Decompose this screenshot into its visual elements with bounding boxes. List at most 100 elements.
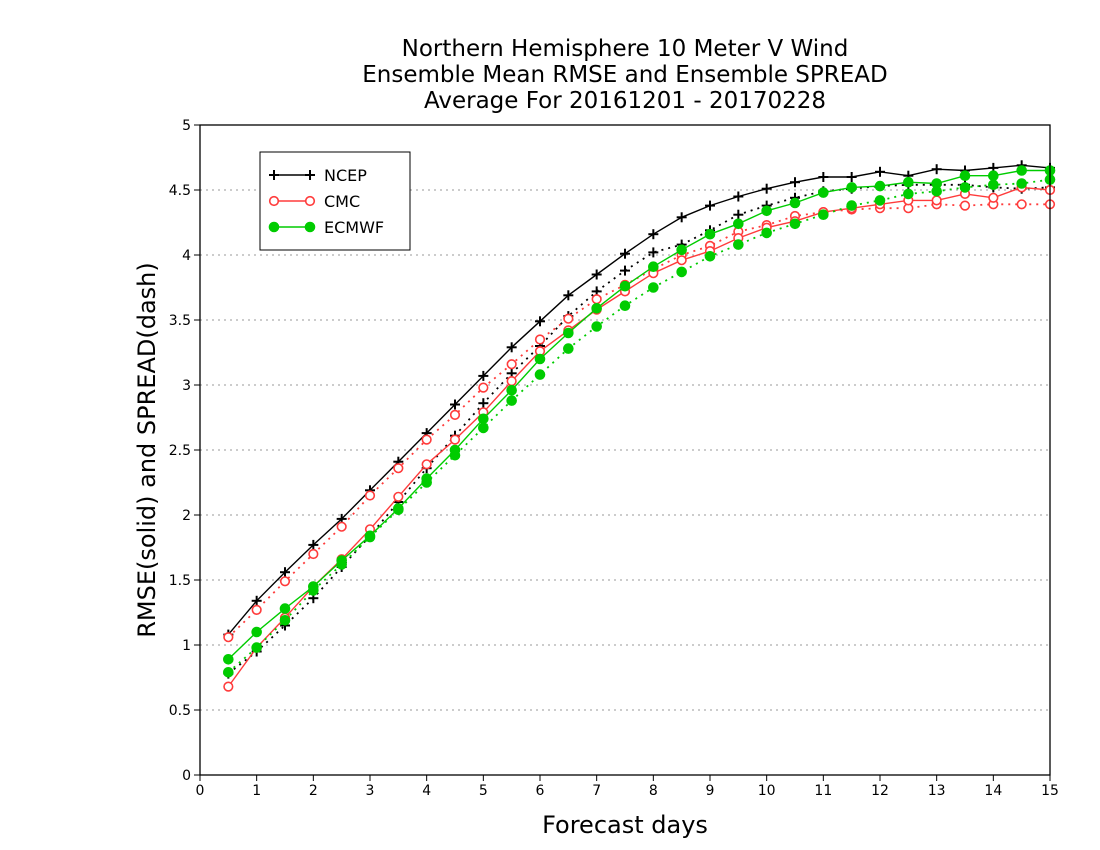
ecmwf-rmse-point-21 bbox=[818, 187, 829, 198]
ecmwf-rmse-point-2 bbox=[279, 603, 291, 614]
ncep-rmse-point-23 bbox=[875, 166, 885, 177]
ecmwf-rmse-point-14 bbox=[619, 280, 631, 292]
cmc-spread-point-12 bbox=[563, 313, 574, 324]
cmc-rmse-line bbox=[227, 186, 1051, 688]
legend-label-ecmwf: ECMWF bbox=[324, 218, 384, 237]
ecmwf-rmse-point-5 bbox=[364, 530, 376, 542]
ncep-rmse-point-15 bbox=[648, 229, 659, 240]
cmc-spread-point-0 bbox=[223, 632, 234, 643]
ncep-rmse-point-1 bbox=[251, 595, 262, 606]
ecmwf-spread-point-24 bbox=[903, 188, 914, 200]
x-tick-label-15: 15 bbox=[1041, 783, 1059, 799]
x-tick-label-11: 11 bbox=[814, 783, 832, 799]
cmc-spread-point-7 bbox=[421, 434, 432, 445]
legend-marker-left-cmc bbox=[268, 195, 280, 207]
ecmwf-rmse-point-8 bbox=[449, 444, 461, 456]
legend: NCEP CMC ECMWF bbox=[259, 151, 411, 251]
x-tick-label-12: 12 bbox=[871, 783, 889, 799]
cmc-spread-point-11 bbox=[534, 334, 546, 345]
legend-label-ncep: NCEP bbox=[324, 166, 367, 185]
ncep-spread-point-15 bbox=[648, 247, 659, 258]
ecmwf-spread-point-15 bbox=[648, 282, 659, 293]
ecmwf-spread-point-23 bbox=[874, 195, 886, 206]
ecmwf-spread-point-10 bbox=[506, 395, 517, 406]
ecmwf-rmse-point-28 bbox=[1016, 165, 1027, 176]
ncep-spread-line bbox=[227, 183, 1051, 675]
cmc-rmse-point-25 bbox=[931, 195, 942, 206]
ecmwf-spread-point-21 bbox=[818, 209, 829, 220]
ncep-spread-point-14 bbox=[620, 265, 630, 276]
x-tick-label-3: 3 bbox=[366, 783, 375, 799]
y-tick-label-3: 1.5 bbox=[169, 573, 191, 589]
cmc-spread-point-26 bbox=[959, 200, 971, 211]
cmc-rmse-point-8 bbox=[449, 434, 461, 445]
cmc-spread-point-10 bbox=[506, 359, 517, 370]
ecmwf-rmse-point-18 bbox=[733, 218, 744, 230]
ncep-rmse-point-8 bbox=[450, 399, 460, 410]
ecmwf-spread-point-18 bbox=[733, 239, 744, 250]
ncep-rmse-point-17 bbox=[705, 200, 715, 211]
y-tick-label-7: 3.5 bbox=[169, 313, 191, 329]
ncep-spread-point-18 bbox=[733, 209, 744, 220]
ncep-rmse-point-25 bbox=[931, 164, 942, 175]
legend-item-cmc: CMC bbox=[268, 192, 360, 211]
ncep-rmse-point-16 bbox=[676, 212, 687, 223]
cmc-spread-point-3 bbox=[308, 548, 319, 560]
ecmwf-spread-point-0 bbox=[223, 667, 234, 678]
ecmwf-rmse-point-24 bbox=[903, 176, 914, 188]
title-line-1: Northern Hemisphere 10 Meter V Wind bbox=[401, 36, 849, 62]
ecmwf-rmse-point-17 bbox=[704, 228, 716, 240]
ecmwf-rmse-point-13 bbox=[591, 303, 602, 314]
ecmwf-rmse-point-20 bbox=[789, 197, 801, 209]
y-tick-label-8: 4 bbox=[182, 248, 191, 264]
ecmwf-rmse-point-3 bbox=[308, 581, 319, 592]
title-line-3: Average For 20161201 - 20170228 bbox=[423, 88, 827, 114]
ecmwf-spread-point-16 bbox=[676, 266, 687, 278]
ecmwf-spread-point-11 bbox=[534, 369, 546, 380]
ncep-rmse-point-11 bbox=[535, 316, 545, 327]
ecmwf-spread-line bbox=[227, 178, 1051, 673]
ecmwf-spread-point-22 bbox=[846, 200, 857, 211]
x-tick-label-1: 1 bbox=[252, 783, 261, 799]
ncep-rmse-point-9 bbox=[478, 370, 489, 381]
cmc-rmse-point-10 bbox=[506, 376, 517, 387]
legend-item-ecmwf: ECMWF bbox=[268, 218, 384, 237]
x-tick-label-0: 0 bbox=[196, 783, 205, 799]
legend-item-ncep: NCEP bbox=[269, 166, 367, 185]
cmc-spread-line bbox=[227, 203, 1050, 638]
cmc-spread-point-13 bbox=[591, 294, 602, 305]
ecmwf-rmse-point-0 bbox=[223, 654, 234, 665]
cmc-spread-point-5 bbox=[364, 490, 376, 501]
x-tick-label-2: 2 bbox=[309, 783, 318, 799]
y-tick-label-0: 0 bbox=[182, 768, 191, 784]
cmc-spread-point-6 bbox=[393, 463, 404, 474]
ecmwf-rmse-point-9 bbox=[478, 413, 489, 425]
y-tick-label-2: 1 bbox=[182, 638, 191, 654]
x-tick-label-5: 5 bbox=[479, 783, 488, 799]
ecmwf-spread-point-1 bbox=[251, 642, 262, 653]
ncep-rmse-point-13 bbox=[591, 269, 602, 280]
axes: 00.511.522.533.544.550 1 2 3 4 5 6 7 8 9 10 11 12 13 1… bbox=[169, 118, 1059, 799]
ecmwf-spread-point-13 bbox=[591, 321, 602, 332]
ecmwf-spread-point-26 bbox=[959, 182, 971, 193]
legend-label-cmc: CMC bbox=[324, 192, 360, 211]
ecmwf-spread-point-9 bbox=[478, 422, 489, 434]
cmc-spread-point-8 bbox=[449, 409, 461, 421]
chart-title: Northern Hemisphere 10 Meter V Wind Ense… bbox=[200, 36, 1050, 114]
ncep-rmse-point-3 bbox=[308, 539, 319, 550]
ecmwf-rmse-point-4 bbox=[336, 555, 347, 566]
ecmwf-spread-point-20 bbox=[789, 218, 801, 230]
cmc-spread-point-28 bbox=[1016, 199, 1027, 210]
ecmwf-rmse-point-19 bbox=[761, 205, 772, 217]
ncep-rmse-point-12 bbox=[563, 290, 574, 301]
ecmwf-spread-point-14 bbox=[619, 300, 631, 312]
ecmwf-rmse-point-6 bbox=[393, 503, 404, 514]
x-tick-label-6: 6 bbox=[536, 783, 545, 799]
legend-marker-right-cmc bbox=[304, 195, 316, 207]
x-tick-label-7: 7 bbox=[592, 783, 601, 799]
ecmwf-rmse-point-16 bbox=[676, 244, 687, 256]
cmc-rmse-point-16 bbox=[676, 255, 687, 266]
ecmwf-rmse-point-10 bbox=[506, 384, 517, 396]
ncep-rmse-point-10 bbox=[506, 342, 517, 353]
y-tick-label-9: 4.5 bbox=[169, 183, 191, 199]
